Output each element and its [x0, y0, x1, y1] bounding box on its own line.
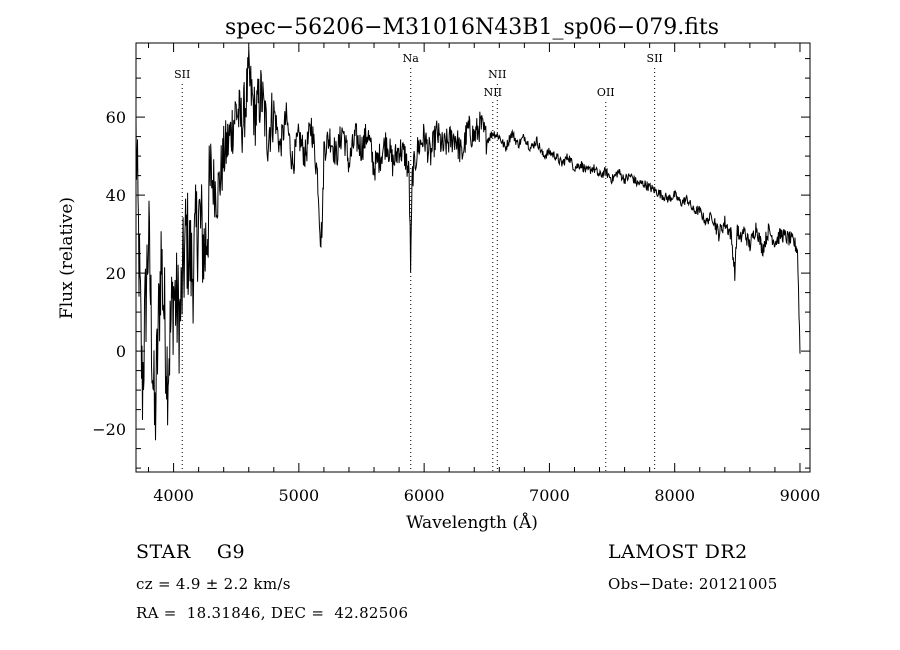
- spectral-line-label: NII: [488, 68, 506, 81]
- y-tick-label: 0: [116, 342, 126, 361]
- sky-coordinates: RA = 18.31846, DEC = 42.82506: [136, 604, 408, 622]
- survey-name: LAMOST DR2: [608, 541, 748, 563]
- x-axis-label: Wavelength (Å): [406, 512, 538, 533]
- object-class: STAR G9: [136, 541, 245, 563]
- x-tick-label: 4000: [153, 486, 194, 505]
- spectral-line-label: SII: [647, 52, 663, 65]
- spectral-line-markers: SII Na NII NII OII SII: [174, 52, 663, 472]
- spectral-line-label: OII: [597, 86, 615, 99]
- x-tick-label: 7000: [529, 486, 570, 505]
- y-tick-label: 20: [106, 264, 126, 283]
- y-tick-label: 60: [106, 108, 126, 127]
- observation-date: Obs−Date: 20121005: [608, 575, 778, 593]
- y-axis-label: Flux (relative): [57, 197, 77, 319]
- chart-title: spec−56206−M31016N43B1_sp06−079.fits: [225, 15, 719, 40]
- x-tick-label: 9000: [780, 486, 821, 505]
- y-tick-label: −20: [92, 420, 126, 439]
- y-tick-label: 40: [106, 186, 126, 205]
- y-axis: −20 0 20 40 60: [92, 59, 810, 469]
- x-axis: 4000 5000 6000 7000 8000 9000: [149, 43, 821, 505]
- spectrum-series-line: [136, 48, 800, 441]
- spectral-line-label: NII: [484, 86, 502, 99]
- x-tick-label: 5000: [279, 486, 320, 505]
- spectral-line-label: SII: [174, 68, 190, 81]
- redshift-velocity: cz = 4.9 ± 2.2 km/s: [136, 575, 291, 593]
- plot-frame: [136, 43, 810, 472]
- spectral-line-label: Na: [403, 52, 420, 65]
- x-tick-label: 8000: [654, 486, 695, 505]
- x-tick-label: 6000: [404, 486, 445, 505]
